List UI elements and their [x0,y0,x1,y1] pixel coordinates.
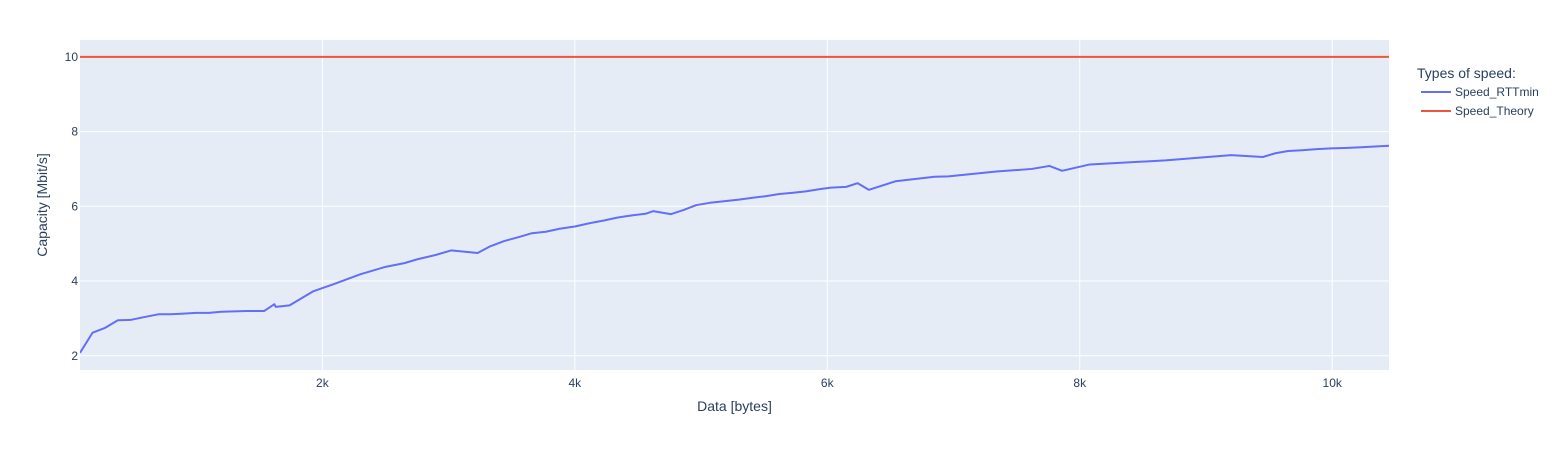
x-tick-label: 6k [821,376,835,390]
y-tick-label: 6 [71,199,78,213]
y-tick-label: 2 [71,349,78,363]
series-layer [80,55,1389,354]
plot-area [80,40,1389,370]
legend-label: Speed_Theory [1455,104,1534,118]
x-axis-ticks: 2k 4k 6k 8k 10k [316,376,1343,390]
x-tick-label: 8k [1073,376,1087,390]
legend[interactable]: Types of speed: Speed_RTTmin Speed_Theory [1417,65,1539,118]
legend-item[interactable]: Speed_Theory [1421,104,1534,118]
y-axis-ticks: 2 4 6 8 10 [65,50,79,363]
legend-label: Speed_RTTmin [1455,85,1539,99]
y-tick-label: 8 [71,125,78,139]
x-axis-title: Data [bytes] [697,398,772,414]
y-tick-label: 10 [65,50,79,64]
legend-items[interactable]: Speed_RTTmin Speed_Theory [1421,85,1539,118]
x-tick-label: 4k [568,376,582,390]
series-line-speed-rttmin [80,144,1389,354]
y-tick-label: 4 [71,274,78,288]
x-tick-label: 10k [1323,376,1343,390]
y-axis-title: Capacity [Mbit/s] [34,153,50,256]
legend-item[interactable]: Speed_RTTmin [1421,85,1539,99]
legend-title: Types of speed: [1417,65,1516,81]
x-tick-label: 2k [316,376,330,390]
